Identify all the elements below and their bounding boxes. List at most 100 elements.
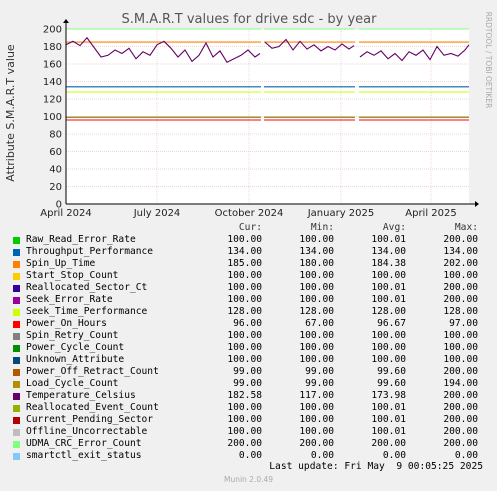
legend-max: 200.00 — [443, 234, 478, 245]
legend-row: Start_Stop_Count 100.00 100.00 100.00 100.00 — [12, 270, 490, 282]
rrdtool-credit: RRDTOOL / TOBI OETIKER — [484, 12, 493, 109]
munin-version: Munin 2.0.49 — [223, 475, 274, 484]
legend-max: 200.00 — [443, 402, 478, 413]
legend-header-spacer — [13, 225, 20, 232]
legend-min: 100.00 — [299, 294, 334, 305]
legend-min: 67.00 — [305, 318, 334, 329]
legend-header-avg: Avg: — [382, 222, 406, 233]
legend-name: Spin_Up_Time — [26, 258, 96, 269]
legend-max: 200.00 — [443, 294, 478, 305]
legend-row: Current_Pending_Sector 100.00 100.00 100.01… — [12, 414, 490, 426]
legend-row: Unknown_Attribute 100.00 100.00 100.00 100.0… — [12, 354, 490, 366]
x-axis-arrow — [475, 201, 479, 207]
legend-min: 100.00 — [299, 282, 334, 293]
legend-cur: 100.00 — [227, 234, 262, 245]
legend-cur: 100.00 — [227, 414, 262, 425]
y-tick-label: 80 — [49, 130, 62, 141]
legend-header-min: Min: — [310, 222, 334, 233]
legend-min: 100.00 — [299, 354, 334, 365]
legend-max: 202.00 — [443, 258, 478, 269]
legend-row: smartctl_exit_status 0.00 0.00 0.00 0.00 — [12, 450, 490, 462]
legend-swatch — [13, 452, 20, 460]
legend-min: 100.00 — [299, 402, 334, 413]
legend-min: 100.00 — [299, 270, 334, 281]
legend-name: Start_Stop_Count — [26, 270, 119, 281]
legend-avg: 100.01 — [371, 426, 406, 437]
legend-name: Reallocated_Sector_Ct — [26, 282, 148, 293]
legend-min: 99.00 — [305, 366, 334, 377]
legend-name: Offline_Uncorrectable — [26, 426, 148, 437]
legend-name: Power_Off_Retract_Count — [26, 366, 159, 377]
legend-min: 100.00 — [299, 414, 334, 425]
legend-min: 134.00 — [299, 246, 334, 257]
legend-cur: 100.00 — [227, 270, 262, 281]
legend-avg: 0.00 — [382, 450, 406, 461]
legend-max: 100.00 — [443, 342, 478, 353]
y-tick-label: 100 — [43, 112, 62, 123]
y-tick-label: 140 — [43, 77, 62, 88]
legend-swatch — [13, 368, 20, 376]
legend-avg: 100.01 — [371, 234, 406, 245]
legend-min: 100.00 — [299, 342, 334, 353]
legend-cur: 100.00 — [227, 402, 262, 413]
legend-max: 100.00 — [443, 270, 478, 281]
y-tick-label: 20 — [49, 182, 62, 193]
legend-max: 128.00 — [443, 306, 478, 317]
legend-header-max: Max: — [454, 222, 478, 233]
legend-cur: 100.00 — [227, 342, 262, 353]
legend-max: 0.00 — [454, 450, 478, 461]
legend-max: 200.00 — [443, 282, 478, 293]
legend-name: Seek_Time_Performance — [26, 306, 148, 317]
legend-cur: 96.00 — [233, 318, 262, 329]
legend-row: Raw_Read_Error_Rate 100.00 100.00 100.01 200… — [12, 234, 490, 246]
legend-max: 200.00 — [443, 438, 478, 449]
y-tick-label: 60 — [49, 147, 62, 158]
legend-avg: 173.98 — [371, 390, 406, 401]
legend-avg: 100.00 — [371, 342, 406, 353]
legend-name: UDMA_CRC_Error_Count — [26, 438, 142, 449]
legend-min: 100.00 — [299, 234, 334, 245]
legend-swatch — [13, 416, 20, 424]
legend-cur: 0.00 — [238, 450, 262, 461]
legend-avg: 100.01 — [371, 282, 406, 293]
series-temperature-celsius — [65, 36, 470, 64]
legend-row: Reallocated_Sector_Ct 100.00 100.00 100.01 2… — [12, 282, 490, 294]
legend-min: 99.00 — [305, 378, 334, 389]
axes — [63, 19, 479, 207]
legend-row: Load_Cycle_Count 99.00 99.00 99.60 194.00 — [12, 378, 490, 390]
legend-name: Spin_Retry_Count — [26, 330, 119, 341]
legend-name: Reallocated_Event_Count — [26, 402, 159, 413]
legend-row: Offline_Uncorrectable 100.00 100.00 100.01 2… — [12, 426, 490, 438]
legend-min: 128.00 — [299, 306, 334, 317]
legend-cur: 100.00 — [227, 294, 262, 305]
legend-avg: 128.00 — [371, 306, 406, 317]
legend-swatch — [13, 440, 20, 448]
legend-name: smartctl_exit_status — [26, 450, 142, 461]
legend-avg: 134.00 — [371, 246, 406, 257]
last-update: Last update: Fri May 9 00:05:25 2025 — [269, 461, 483, 472]
x-tick-label: January 2025 — [307, 208, 375, 219]
legend-max: 134.00 — [443, 246, 478, 257]
legend-swatch — [13, 236, 20, 244]
legend-cur: 100.00 — [227, 426, 262, 437]
legend-max: 100.00 — [443, 330, 478, 341]
legend-name: Raw_Read_Error_Rate — [26, 234, 136, 245]
legend-cur: 185.00 — [227, 258, 262, 269]
legend-row: Power_Cycle_Count 100.00 100.00 100.00 100.0… — [12, 342, 490, 354]
legend-swatch — [13, 344, 20, 352]
legend-min: 200.00 — [299, 438, 334, 449]
legend-cur: 100.00 — [227, 354, 262, 365]
legend-row: Reallocated_Event_Count 100.00 100.00 100.0… — [12, 402, 490, 414]
y-tick-label: 0 — [56, 200, 62, 211]
legend-max: 194.00 — [443, 378, 478, 389]
x-tick-label: October 2024 — [215, 208, 284, 219]
legend-swatch — [13, 308, 20, 316]
legend-swatch — [13, 272, 20, 280]
legend-rows: Raw_Read_Error_Rate 100.00 100.00 100.01 200… — [12, 234, 490, 462]
chart-title: S.M.A.R.T values for drive sdc - by year — [122, 12, 378, 27]
legend-row: Spin_Up_Time 185.00 180.00 184.38 202.00 — [12, 258, 490, 270]
legend-header-cur: Cur: — [238, 222, 262, 233]
legend-avg: 200.00 — [371, 438, 406, 449]
y-tick-label: 200 — [43, 25, 62, 36]
legend-name: Unknown_Attribute — [26, 354, 125, 365]
